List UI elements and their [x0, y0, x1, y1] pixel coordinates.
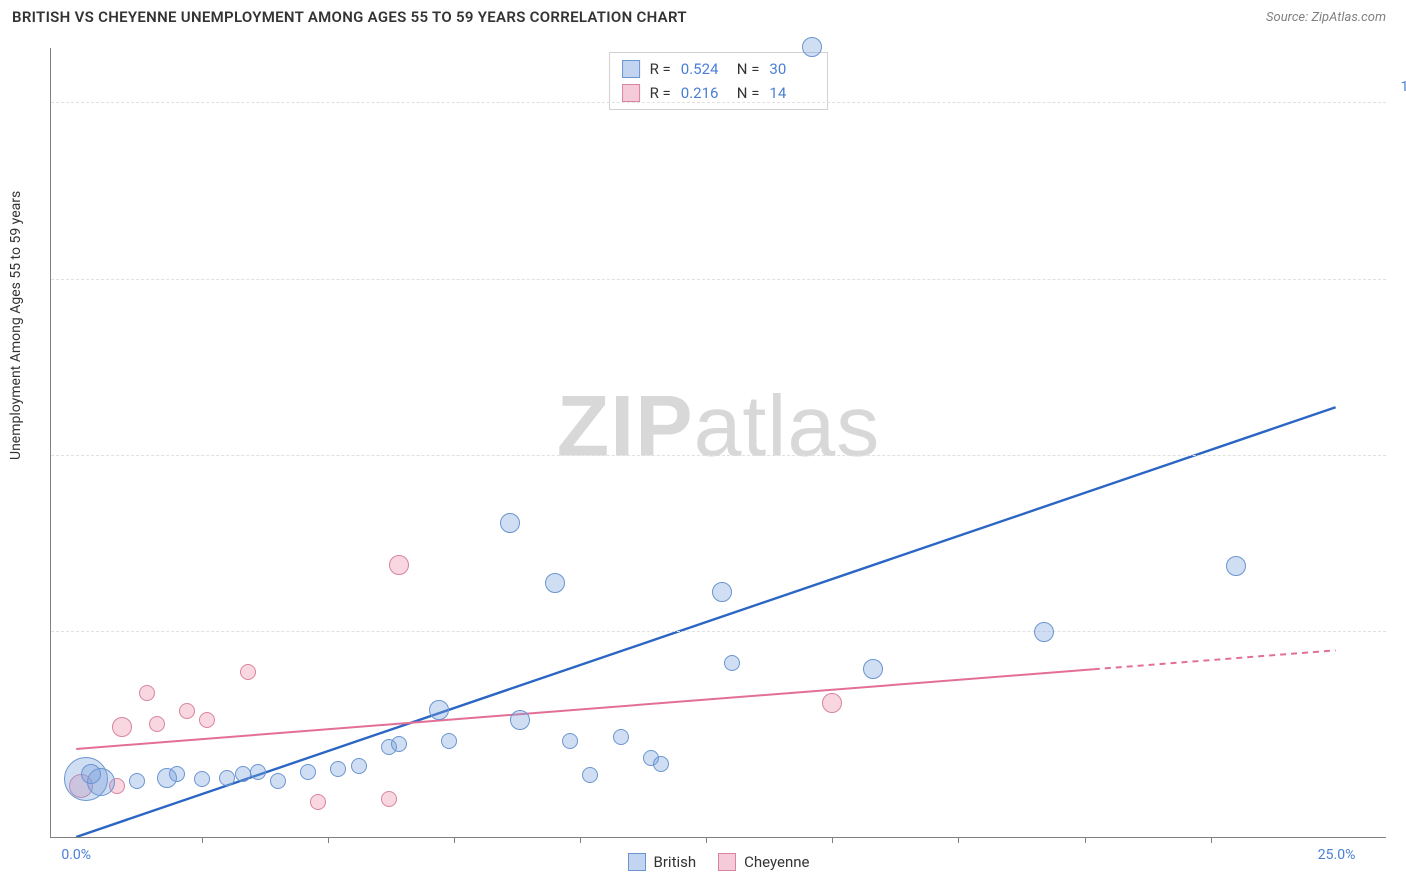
data-point-british: [724, 655, 740, 671]
data-point-cheyenne: [199, 712, 215, 728]
data-point-british: [194, 771, 210, 787]
x-tick: [832, 837, 833, 843]
data-point-british: [129, 773, 145, 789]
legend-item-british: British: [627, 853, 696, 871]
r-label: R =: [650, 81, 671, 105]
r-value-british: 0.524: [681, 57, 727, 81]
legend: British Cheyenne: [627, 853, 809, 871]
x-tick-label: 25.0%: [1318, 847, 1356, 863]
y-axis-label: Unemployment Among Ages 55 to 59 years: [8, 191, 24, 460]
data-point-british: [1034, 622, 1054, 642]
source-attribution: Source: ZipAtlas.com: [1266, 10, 1386, 25]
data-point-british: [1226, 556, 1246, 576]
data-point-british: [250, 764, 266, 780]
x-tick: [706, 837, 707, 843]
data-point-british: [219, 770, 235, 786]
data-point-british: [429, 700, 449, 720]
chart-plot-area: ZIPatlas R = 0.524 N = 30 R = 0.216 N = …: [50, 48, 1386, 838]
stats-row-cheyenne: R = 0.216 N = 14: [622, 81, 816, 105]
gridline-horizontal: [51, 102, 1386, 103]
swatch-cheyenne: [622, 84, 640, 102]
r-label: R =: [650, 57, 671, 81]
legend-label-british: British: [653, 853, 696, 871]
data-point-cheyenne: [822, 693, 842, 713]
gridline-horizontal: [51, 279, 1386, 280]
data-point-british: [802, 37, 822, 57]
data-point-british: [613, 729, 629, 745]
legend-label-cheyenne: Cheyenne: [744, 853, 809, 871]
x-tick-label: 0.0%: [61, 847, 91, 863]
data-point-cheyenne: [381, 791, 397, 807]
y-tick-label: 100.0%: [1401, 79, 1406, 95]
data-point-british: [300, 764, 316, 780]
swatch-british: [627, 853, 645, 871]
data-point-british: [169, 766, 185, 782]
data-point-british: [351, 758, 367, 774]
legend-item-cheyenne: Cheyenne: [718, 853, 809, 871]
watermark: ZIPatlas: [557, 377, 880, 476]
data-point-british: [863, 659, 883, 679]
data-point-british: [653, 756, 669, 772]
data-point-cheyenne: [149, 716, 165, 732]
x-tick: [454, 837, 455, 843]
data-point-british: [562, 733, 578, 749]
source-name: ZipAtlas.com: [1311, 10, 1386, 25]
watermark-zip: ZIP: [557, 378, 694, 474]
data-point-british: [441, 733, 457, 749]
data-point-british: [330, 761, 346, 777]
correlation-stats-box: R = 0.524 N = 30 R = 0.216 N = 14: [609, 52, 829, 110]
data-point-cheyenne: [139, 685, 155, 701]
n-value-british: 30: [769, 57, 815, 81]
data-point-cheyenne: [389, 555, 409, 575]
data-point-cheyenne: [179, 703, 195, 719]
n-value-cheyenne: 14: [769, 81, 815, 105]
x-tick: [580, 837, 581, 843]
r-value-cheyenne: 0.216: [681, 81, 727, 105]
data-point-british: [712, 582, 732, 602]
data-point-british: [270, 773, 286, 789]
data-point-british: [391, 736, 407, 752]
data-point-cheyenne: [240, 664, 256, 680]
n-label: N =: [737, 57, 760, 81]
n-label: N =: [737, 81, 760, 105]
x-tick: [328, 837, 329, 843]
gridline-horizontal: [51, 631, 1386, 632]
stats-row-british: R = 0.524 N = 30: [622, 57, 816, 81]
trend-lines-svg: [51, 48, 1386, 837]
x-tick: [958, 837, 959, 843]
data-point-cheyenne: [310, 794, 326, 810]
trend-line-cheyenne: [76, 669, 1094, 749]
x-tick: [1085, 837, 1086, 843]
chart-title: BRITISH VS CHEYENNE UNEMPLOYMENT AMONG A…: [12, 8, 687, 26]
source-prefix: Source:: [1266, 10, 1311, 25]
data-point-cheyenne: [112, 717, 132, 737]
trend-line-cheyenne-dashed: [1094, 650, 1336, 669]
gridline-horizontal: [51, 455, 1386, 456]
x-tick: [1211, 837, 1212, 843]
swatch-british: [622, 60, 640, 78]
data-point-british: [582, 767, 598, 783]
data-point-british: [235, 766, 251, 782]
watermark-atlas: atlas: [694, 378, 881, 474]
data-point-british: [81, 764, 101, 784]
data-point-british: [545, 573, 565, 593]
x-tick: [202, 837, 203, 843]
data-point-british: [500, 513, 520, 533]
data-point-british: [510, 710, 530, 730]
swatch-cheyenne: [718, 853, 736, 871]
